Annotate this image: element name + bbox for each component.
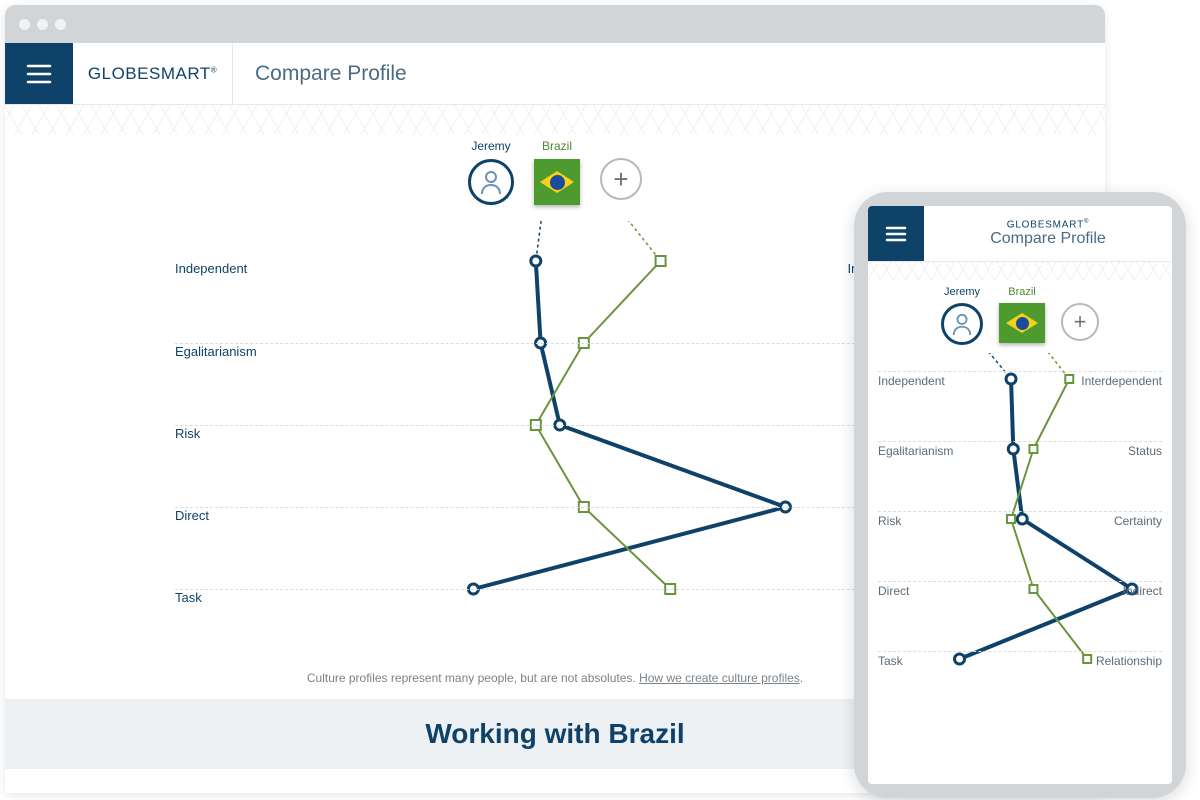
hamburger-icon bbox=[885, 226, 907, 242]
browser-titlebar bbox=[5, 5, 1105, 43]
avatar-user-label: Jeremy bbox=[471, 139, 510, 153]
window-dot bbox=[19, 19, 30, 30]
mobile-menu-button[interactable] bbox=[868, 206, 924, 261]
avatar-country-label: Brazil bbox=[542, 139, 572, 153]
dimension-row: EgalitarianismStatus bbox=[175, 343, 935, 359]
dimension-label-left: Independent bbox=[175, 261, 295, 276]
logo-part-b: SMART bbox=[149, 64, 211, 83]
pattern-strip bbox=[5, 105, 1105, 135]
mobile-avatar-user[interactable]: Jeremy bbox=[941, 286, 983, 345]
avatar-country[interactable]: Brazil bbox=[534, 139, 580, 205]
brand-logo[interactable]: GLOBESMART® bbox=[73, 43, 233, 104]
user-icon bbox=[941, 303, 983, 345]
app-header: GLOBESMART® Compare Profile bbox=[5, 43, 1105, 105]
page-title: Compare Profile bbox=[233, 43, 407, 104]
dimension-label-left: Independent bbox=[878, 374, 945, 388]
dimension-label-right: Indirect bbox=[1123, 584, 1162, 598]
dimension-row: DirectIndirect bbox=[175, 507, 935, 523]
dimension-label-right: Relationship bbox=[1096, 654, 1162, 668]
dimension-label-left: Risk bbox=[175, 426, 295, 441]
disclaimer-text: Culture profiles represent many people, … bbox=[307, 671, 639, 685]
dimension-row: IndependentInterdependent bbox=[175, 261, 935, 276]
dimension-label-right: Status bbox=[1128, 444, 1162, 458]
mobile-dimension-row: Task Relationship bbox=[878, 651, 1162, 668]
disclaimer-link[interactable]: How we create culture profiles bbox=[639, 671, 800, 685]
mobile-pattern-strip bbox=[868, 262, 1172, 280]
mobile-header: GLOBESMART® Compare Profile bbox=[868, 206, 1172, 262]
dimension-label-right: Certainty bbox=[1114, 514, 1162, 528]
mobile-dimension-row: Direct Indirect bbox=[878, 581, 1162, 598]
mobile-logo: GLOBESMART® bbox=[1007, 219, 1090, 230]
mobile-avatar-country[interactable]: Brazil bbox=[999, 286, 1045, 345]
mobile-compare-chart: Independent Interdependent Egalitarianism S… bbox=[868, 353, 1172, 784]
window-dot bbox=[55, 19, 66, 30]
dimension-label-left: Egalitarianism bbox=[878, 444, 953, 458]
user-icon bbox=[468, 159, 514, 205]
mobile-chart-svg bbox=[878, 353, 1162, 753]
avatar-user[interactable]: Jeremy bbox=[468, 139, 514, 205]
mobile-dimension-row: Risk Certainty bbox=[878, 511, 1162, 528]
mobile-avatar-country-label: Brazil bbox=[1008, 286, 1036, 298]
dimension-label-left: Direct bbox=[878, 584, 909, 598]
dimension-label-left: Direct bbox=[175, 508, 295, 523]
mobile-dimension-row: Egalitarianism Status bbox=[878, 441, 1162, 458]
mobile-device-mockup: GLOBESMART® Compare Profile Jeremy Brazi… bbox=[854, 192, 1186, 798]
logo-text: GLOBESMART® bbox=[88, 64, 217, 84]
brazil-flag-icon bbox=[534, 159, 580, 205]
logo-part-a: GLOBE bbox=[88, 64, 149, 83]
dimension-label-left: Task bbox=[175, 590, 295, 605]
dimension-label-left: Task bbox=[878, 654, 903, 668]
hamburger-icon bbox=[26, 64, 52, 84]
dimension-label-left: Risk bbox=[878, 514, 901, 528]
mobile-screen: GLOBESMART® Compare Profile Jeremy Brazi… bbox=[868, 206, 1172, 784]
dimension-row: RiskCertainty bbox=[175, 425, 935, 441]
mobile-avatar-user-label: Jeremy bbox=[944, 286, 980, 298]
mobile-page-title: Compare Profile bbox=[990, 230, 1106, 248]
mobile-avatars: Jeremy Brazil + bbox=[868, 280, 1172, 353]
section-title: Working with Brazil bbox=[425, 718, 684, 750]
brazil-flag-icon bbox=[999, 303, 1045, 343]
menu-button[interactable] bbox=[5, 43, 73, 104]
mobile-add-comparison-button[interactable]: + bbox=[1061, 303, 1099, 341]
add-comparison-button[interactable]: + bbox=[600, 158, 642, 200]
dimension-row: TaskRelationship bbox=[175, 589, 935, 605]
dimension-label-right: Interdependent bbox=[1081, 374, 1162, 388]
window-dot bbox=[37, 19, 48, 30]
dimension-label-left: Egalitarianism bbox=[175, 344, 295, 359]
compare-chart: IndependentInterdependent EgalitarianismS… bbox=[175, 221, 935, 641]
mobile-dimension-row: Independent Interdependent bbox=[878, 371, 1162, 388]
